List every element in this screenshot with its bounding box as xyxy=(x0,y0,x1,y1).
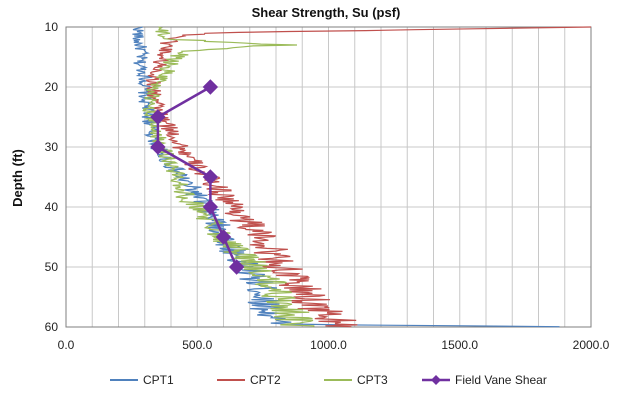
field-vane-point xyxy=(202,169,219,185)
legend-label: CPT3 xyxy=(357,373,388,387)
y-tick-label: 30 xyxy=(45,140,59,154)
field-vane-point xyxy=(150,139,166,155)
legend-label: CPT2 xyxy=(250,373,281,387)
field-vane-point xyxy=(215,229,232,245)
field-vane-point xyxy=(150,109,166,125)
x-tick-label: 1000.0 xyxy=(310,338,347,352)
field-vane-point xyxy=(202,199,219,215)
y-tick-label: 20 xyxy=(45,80,59,94)
y-axis-title: Depth (ft) xyxy=(10,149,25,207)
series-line-cpt3 xyxy=(142,26,315,328)
x-tick-label: 0.0 xyxy=(58,338,75,352)
y-tick-label: 40 xyxy=(45,200,59,214)
field-vane-point xyxy=(228,259,245,275)
x-tick-label: 1500.0 xyxy=(441,338,478,352)
y-tick-label: 50 xyxy=(45,260,59,274)
x-tick-label: 500.0 xyxy=(182,338,212,352)
y-tick-label: 10 xyxy=(45,20,59,34)
y-tick-labels: 10 20 30 40 50 60 xyxy=(45,20,59,334)
field-vane-point xyxy=(202,79,219,95)
legend-label: CPT1 xyxy=(143,373,174,387)
chart-title: Shear Strength, Su (psf) xyxy=(252,5,401,20)
series-layer xyxy=(132,26,592,328)
legend-marker xyxy=(431,375,441,385)
series-line-cpt1 xyxy=(132,26,560,328)
legend: CPT1 CPT2 CPT3 Field Vane Shear xyxy=(110,373,547,387)
x-tick-label: 2000.0 xyxy=(573,338,610,352)
y-tick-label: 60 xyxy=(45,320,59,334)
legend-label: Field Vane Shear xyxy=(455,373,547,387)
x-tick-labels: 0.0 500.0 1000.0 1500.0 2000.0 xyxy=(58,338,610,352)
plot-area xyxy=(65,26,592,328)
marker-layer xyxy=(150,79,245,275)
